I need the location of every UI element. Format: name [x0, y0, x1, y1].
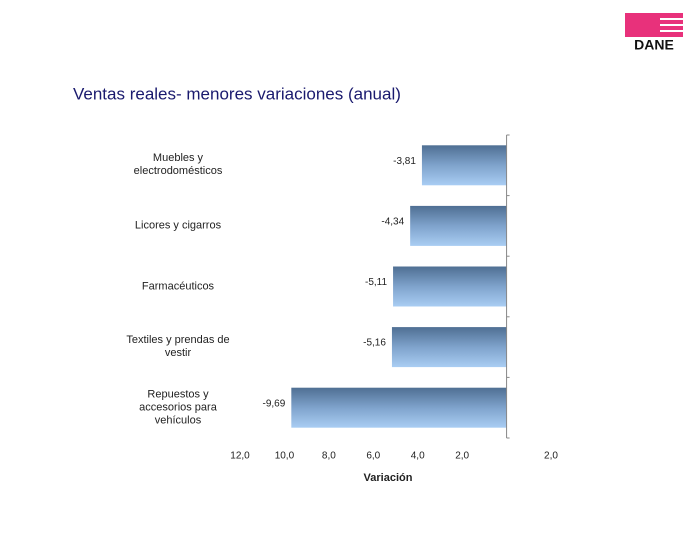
bar	[291, 387, 507, 428]
x-tick-label: 8,0	[322, 451, 336, 462]
category-label: Repuestos y accesorios para vehículos	[139, 388, 217, 427]
chart-title: Ventas reales- menores variaciones (anua…	[73, 84, 401, 103]
x-tick-label: 2,0	[544, 451, 558, 462]
category-label: Farmacéuticos	[141, 280, 215, 292]
value-label: -3,81	[393, 156, 416, 167]
category-label: Licores y cigarros	[134, 219, 222, 232]
bar	[391, 327, 507, 368]
bar	[393, 266, 507, 307]
category-label: Textiles y prendas de vestir	[126, 334, 230, 360]
x-tick-label: 4,0	[411, 451, 425, 462]
category-label: Muebles y electrodomésticos	[133, 152, 223, 178]
x-axis-label: Variación	[364, 472, 413, 484]
bar	[421, 145, 507, 186]
x-tick-label: 12,0	[230, 451, 250, 462]
logo-text: DANE	[634, 37, 674, 53]
bar	[410, 205, 507, 246]
value-label: -5,11	[365, 277, 387, 288]
value-label: -9,69	[263, 398, 286, 409]
x-tick-label: 6,0	[366, 451, 380, 462]
logo-lines	[660, 18, 683, 32]
value-label: -5,16	[363, 338, 386, 349]
x-tick-label: 2,0	[455, 451, 469, 462]
value-label: -4,34	[381, 217, 404, 228]
x-tick-label: 10,0	[275, 451, 295, 462]
